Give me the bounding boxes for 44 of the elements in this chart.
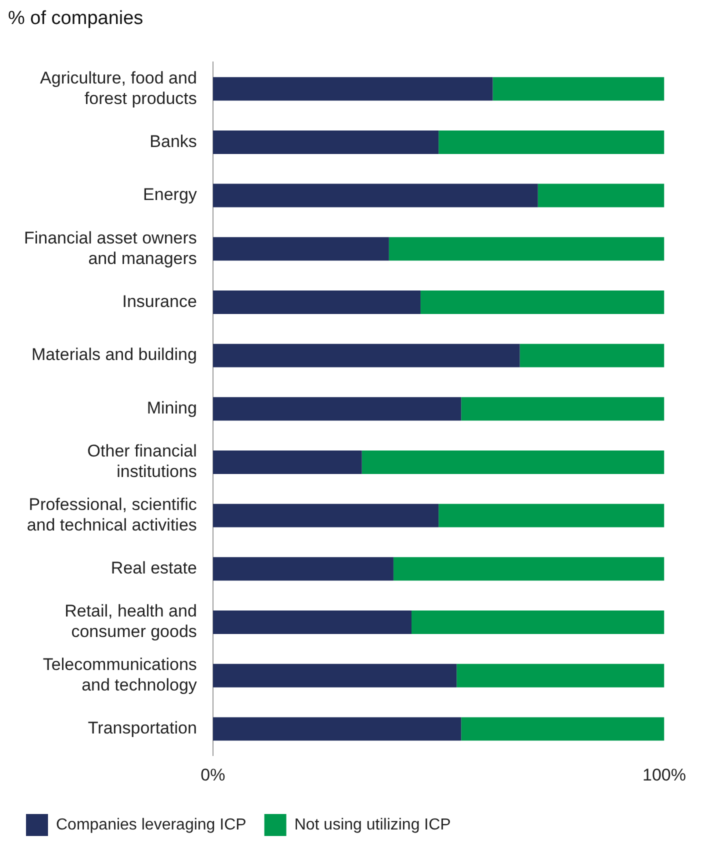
bar bbox=[393, 557, 664, 581]
bar bbox=[212, 664, 457, 688]
y-tick-label: Transportation bbox=[88, 718, 197, 738]
bar bbox=[520, 344, 664, 368]
legend-label: Companies leveraging ICP bbox=[56, 816, 246, 834]
bar bbox=[492, 77, 664, 101]
bar bbox=[212, 504, 439, 528]
bar bbox=[420, 290, 664, 314]
y-tick-label: Real estate bbox=[110, 558, 197, 578]
y-tick-label: Energy bbox=[143, 185, 198, 204]
bar bbox=[212, 717, 462, 741]
bar bbox=[438, 130, 664, 154]
bar bbox=[461, 397, 664, 421]
y-tick-label: Banks bbox=[150, 132, 197, 151]
bar bbox=[212, 184, 538, 208]
bar bbox=[456, 664, 664, 688]
bar bbox=[212, 557, 394, 581]
y-tick-label: Agriculture, food and forest products bbox=[40, 68, 197, 108]
legend-label: Not using utilizing ICP bbox=[294, 816, 451, 834]
bar bbox=[538, 184, 664, 208]
bar bbox=[212, 290, 421, 314]
y-tick-label: Retail, health and consumer goods bbox=[64, 602, 197, 642]
bar bbox=[461, 717, 664, 741]
y-tick-label: Telecommunications and technology bbox=[42, 655, 198, 694]
bar bbox=[212, 450, 362, 474]
bar bbox=[212, 130, 439, 154]
bar bbox=[212, 77, 493, 101]
bar bbox=[362, 450, 664, 474]
y-tick-label: Professional, scientific and technical activities bbox=[26, 495, 198, 534]
bar bbox=[212, 237, 389, 261]
x-tick-label: 0% bbox=[200, 765, 226, 784]
bar bbox=[388, 237, 664, 261]
y-tick-label: Other financial institutions bbox=[87, 442, 197, 482]
y-tick-label: Mining bbox=[146, 398, 197, 418]
x-tick-label: 100% bbox=[642, 765, 686, 784]
y-tick-label: Financial asset owners and managers bbox=[24, 228, 197, 268]
bar bbox=[212, 344, 520, 368]
bar bbox=[212, 610, 412, 634]
y-tick-label: Materials and building bbox=[32, 345, 197, 364]
bar bbox=[412, 610, 664, 634]
y-tick-label: Insurance bbox=[122, 292, 197, 311]
chart-title: % of companies bbox=[8, 8, 144, 30]
bar bbox=[212, 397, 462, 421]
bar bbox=[438, 504, 664, 528]
